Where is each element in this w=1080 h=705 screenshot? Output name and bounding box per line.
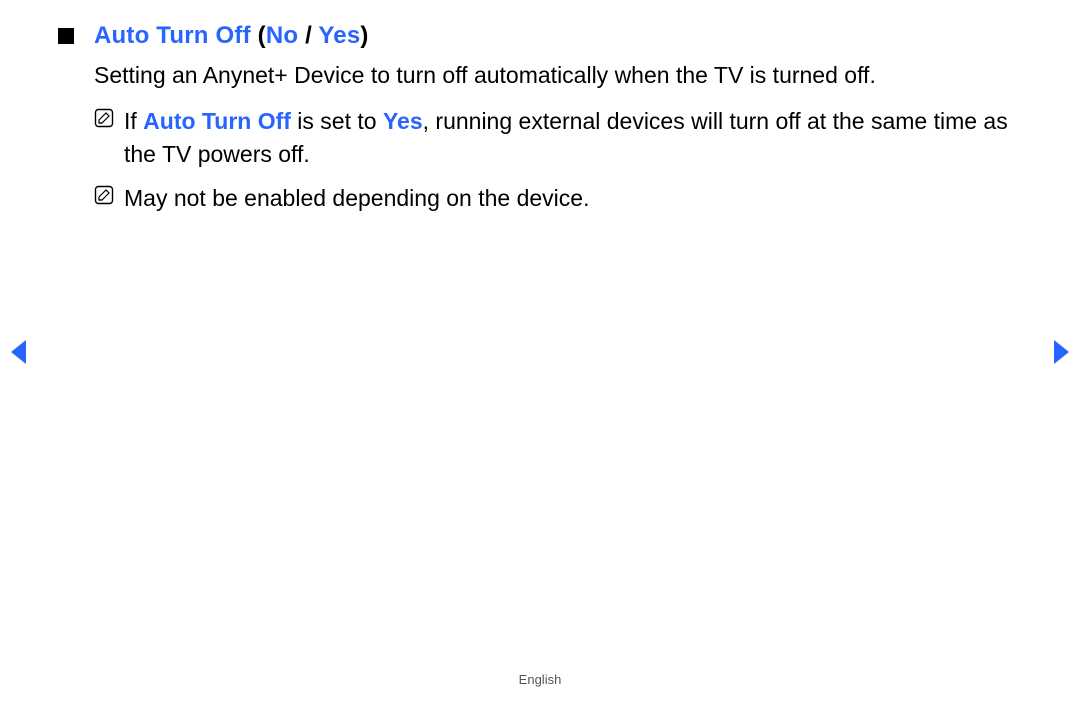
note-pre: May not be enabled depending on the devi…: [124, 185, 589, 211]
triangle-right-icon: [1050, 337, 1072, 367]
feature-name: Auto Turn Off: [94, 22, 251, 49]
note-item: If Auto Turn Off is set to Yes, running …: [94, 105, 1018, 170]
next-page-button[interactable]: [1050, 337, 1072, 372]
footer-language: English: [0, 672, 1080, 687]
note-text: If Auto Turn Off is set to Yes, running …: [124, 105, 1018, 170]
note-bold1: Auto Turn Off: [143, 108, 291, 134]
note-bold2: Yes: [383, 108, 423, 134]
setting-title: Auto Turn Off (No / Yes): [94, 22, 369, 50]
note-icon: [94, 185, 114, 210]
note-pre: If: [124, 108, 143, 134]
option-sep: /: [298, 22, 318, 49]
note-item: May not be enabled depending on the devi…: [94, 182, 1018, 215]
paren-close: ): [360, 22, 368, 49]
content-block: Auto Turn Off (No / Yes) Setting an Anyn…: [58, 22, 1018, 227]
title-row: Auto Turn Off (No / Yes): [58, 22, 1018, 50]
note-icon: [94, 108, 114, 133]
option-yes: Yes: [318, 22, 360, 49]
note-text: May not be enabled depending on the devi…: [124, 182, 589, 215]
square-bullet-icon: [58, 28, 74, 44]
prev-page-button[interactable]: [8, 337, 30, 372]
note-mid1: is set to: [291, 108, 383, 134]
option-no: No: [266, 22, 298, 49]
setting-description: Setting an Anynet+ Device to turn off au…: [94, 60, 1018, 91]
triangle-left-icon: [8, 337, 30, 367]
manual-page: Auto Turn Off (No / Yes) Setting an Anyn…: [0, 0, 1080, 705]
paren-open: (: [251, 22, 266, 49]
